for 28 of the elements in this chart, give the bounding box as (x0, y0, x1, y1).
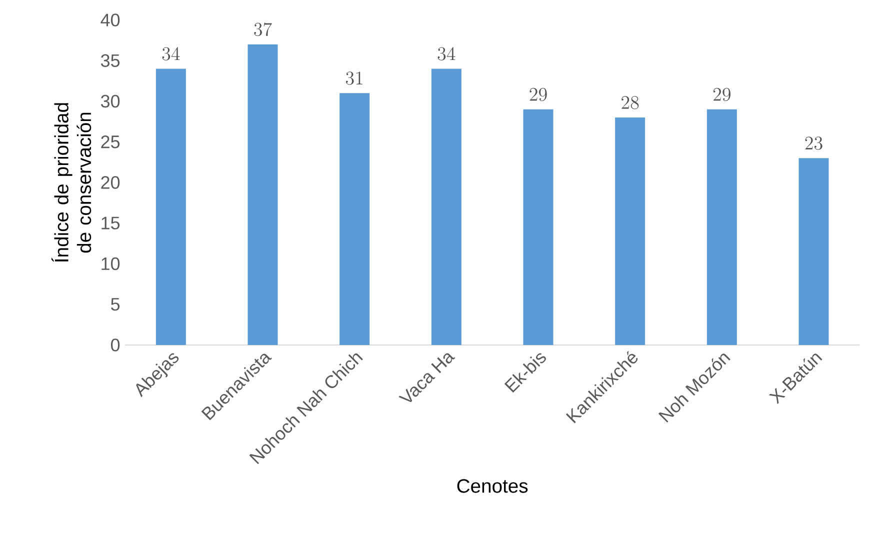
data-label: 29 (530, 88, 547, 102)
y-tick-label: 30 (100, 94, 120, 108)
bar (798, 158, 829, 345)
y-tick-label: 10 (102, 257, 120, 270)
data-label: 34 (162, 47, 180, 60)
y-tick-label: 15 (102, 216, 120, 230)
bar (431, 68, 462, 345)
bar (615, 117, 646, 345)
x-tick-label: Vaca Ha (398, 353, 456, 402)
y-axis-title: Índice de prioridad de conservación (51, 103, 92, 262)
y-tick-label: 40 (100, 14, 120, 26)
y-tick-label: 0 (110, 338, 120, 352)
y-tick-label: 5 (110, 298, 120, 311)
bar (523, 109, 554, 345)
bar (156, 68, 186, 345)
y-tick-label: 25 (101, 135, 120, 148)
x-axis-title: Cenotes (457, 479, 528, 493)
bar (248, 44, 278, 345)
data-label: 34 (438, 47, 456, 60)
data-label: 23 (805, 136, 822, 150)
y-tick-label: 35 (100, 54, 120, 67)
data-label: 28 (622, 96, 639, 110)
y-tick-label: 20 (101, 176, 120, 189)
bar (706, 109, 737, 345)
data-label: 31 (346, 72, 362, 85)
data-label: 29 (713, 88, 730, 102)
bar (340, 93, 370, 345)
data-label: 37 (254, 22, 272, 36)
